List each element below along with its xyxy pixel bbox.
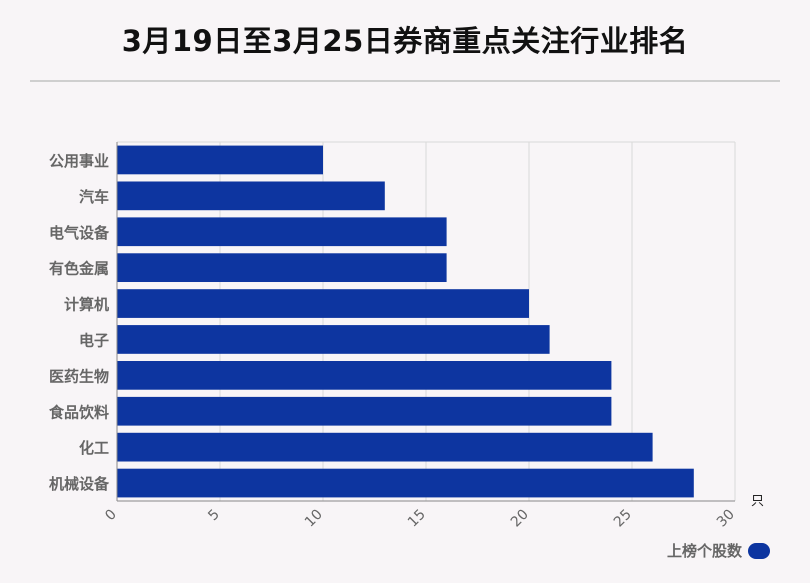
- bar: [117, 432, 653, 462]
- category-label: 电气设备: [49, 224, 110, 242]
- legend: 上榜个股数: [667, 540, 770, 561]
- bar: [117, 145, 323, 175]
- legend-label: 上榜个股数: [666, 542, 742, 560]
- category-label: 有色金属: [49, 260, 109, 278]
- bar: [117, 181, 385, 211]
- bar: [117, 289, 529, 318]
- category-label: 计算机: [64, 296, 109, 314]
- category-label: 医药生物: [49, 367, 109, 385]
- x-tick-label: 25: [611, 507, 635, 531]
- x-tick-label: 15: [405, 507, 429, 531]
- x-unit-label: 只: [751, 494, 764, 509]
- category-label: 食品饮料: [49, 403, 109, 421]
- category-label: 机械设备: [49, 475, 110, 493]
- x-tick-label: 10: [302, 507, 326, 531]
- title-divider: [30, 80, 780, 82]
- x-tick-label: 0: [102, 507, 120, 525]
- x-tick-label: 5: [205, 507, 223, 525]
- x-tick-label: 20: [508, 507, 532, 531]
- legend-swatch: [748, 542, 770, 559]
- category-label: 汽车: [79, 188, 109, 206]
- category-label: 化工: [79, 439, 109, 457]
- bar: [117, 396, 612, 426]
- category-label: 公用事业: [49, 152, 109, 170]
- x-tick-label: 30: [714, 507, 738, 531]
- bar: [117, 325, 550, 354]
- chart-title: 3月19日至3月25日券商重点关注行业排名: [121, 24, 689, 58]
- bar: [117, 217, 447, 247]
- bar: [117, 468, 694, 498]
- bar: [117, 360, 612, 390]
- category-label: 电子: [79, 331, 109, 349]
- bar: [117, 253, 447, 283]
